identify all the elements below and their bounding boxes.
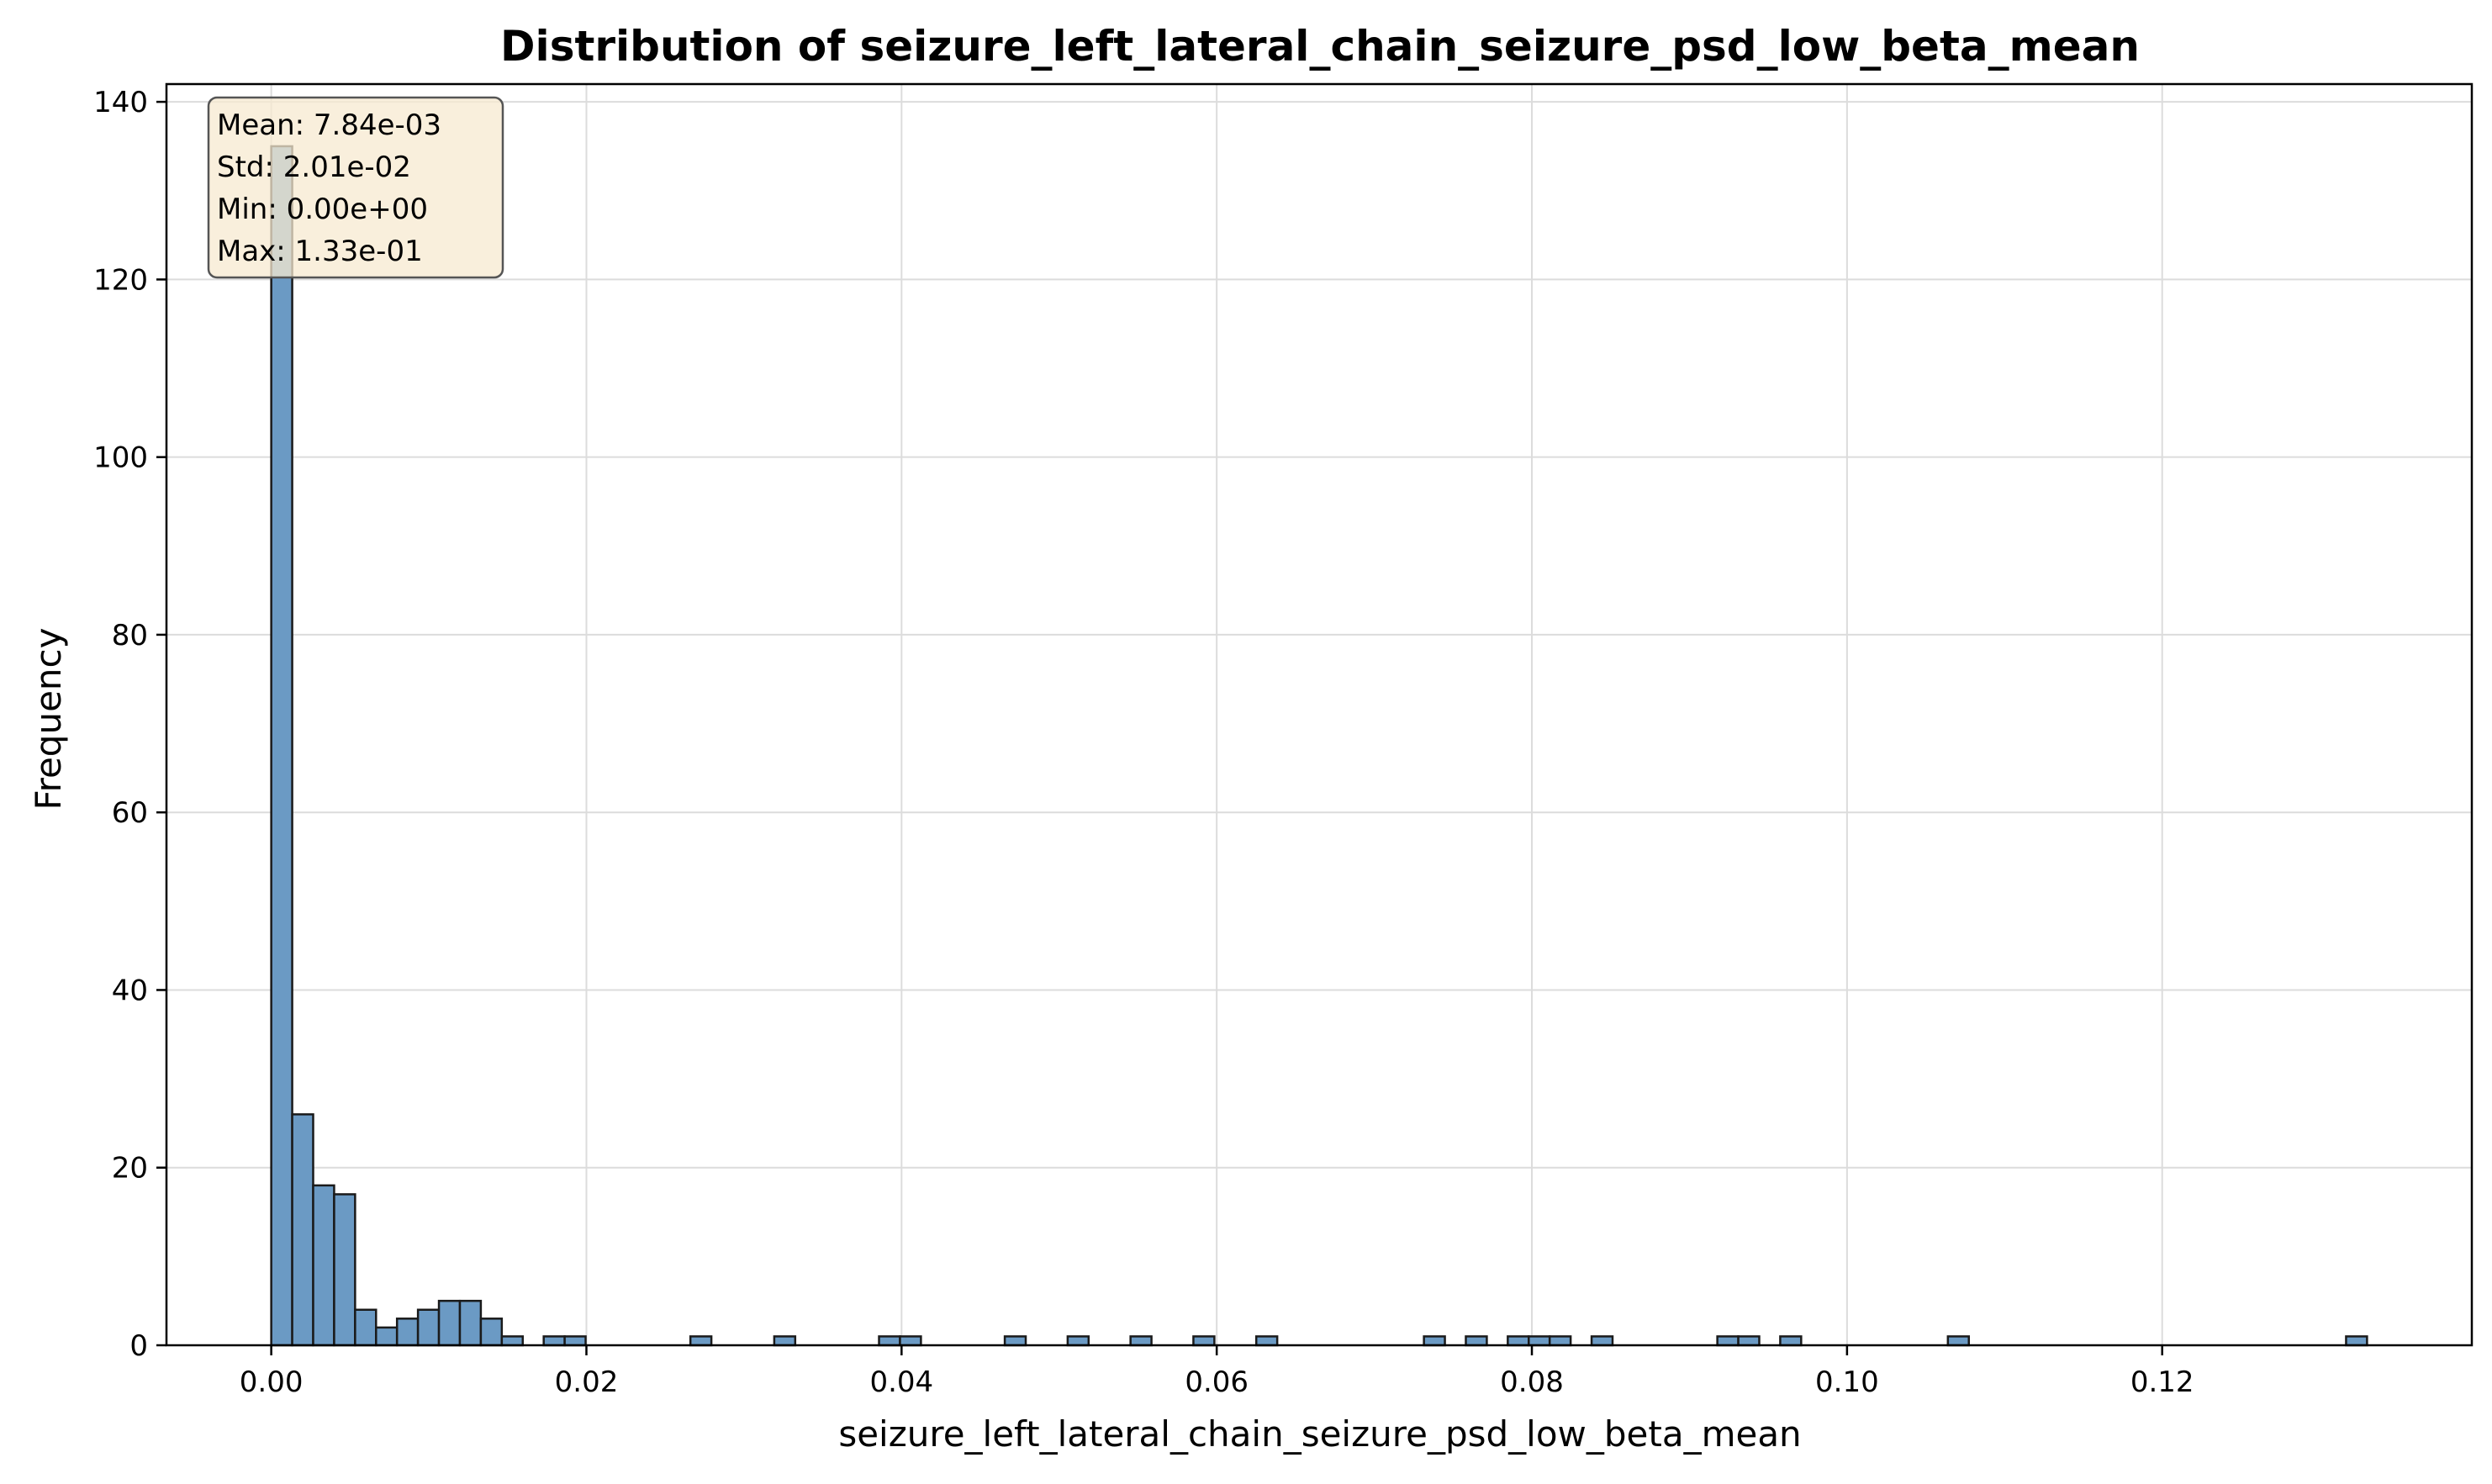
stats-line: Min: 0.00e+00 (217, 193, 428, 226)
y-tick-label: 40 (112, 974, 148, 1007)
histogram-bar (899, 1335, 922, 1347)
histogram-bar (1590, 1335, 1614, 1347)
histogram-bars (270, 145, 2368, 1347)
x-tick-label: 0.12 (2130, 1365, 2194, 1399)
histogram-bar (333, 1193, 356, 1347)
histogram-bar (878, 1335, 901, 1347)
x-axis-label: seizure_left_lateral_chain_seizure_psd_l… (838, 1413, 1801, 1455)
histogram-bar (1192, 1335, 1216, 1347)
histogram-bar (563, 1335, 587, 1347)
histogram-bar (2345, 1335, 2368, 1347)
y-tick-label: 60 (112, 796, 148, 830)
histogram-bar (1737, 1335, 1761, 1347)
x-tick-label: 0.00 (240, 1365, 304, 1399)
x-tick-label: 0.04 (869, 1365, 933, 1399)
histogram-bar (1528, 1335, 1551, 1347)
stats-box: Mean: 7.84e-03 Std: 2.01e-02 Min: 0.00e+00… (207, 96, 504, 279)
histogram-bar (689, 1335, 713, 1347)
y-tick-label: 120 (93, 263, 148, 297)
chart-title: Distribution of seizure_left_lateral_cha… (500, 22, 2140, 71)
histogram-bar (395, 1318, 420, 1347)
histogram-bar (375, 1326, 399, 1347)
histogram-bar (270, 145, 293, 1347)
x-tick-label: 0.02 (555, 1365, 619, 1399)
y-axis: 0 20 40 60 80 100 120 140 (93, 86, 166, 1363)
y-tick-label: 20 (112, 1152, 148, 1186)
y-tick-label: 80 (112, 619, 148, 652)
histogram-bar (437, 1299, 462, 1347)
histogram-bar (1066, 1335, 1090, 1347)
histogram-bar (312, 1184, 335, 1347)
y-axis-label: Frequency (28, 628, 69, 811)
stats-line: Max: 1.33e-01 (217, 235, 423, 268)
histogram-bar (1465, 1335, 1488, 1347)
histogram-bar (1254, 1335, 1279, 1347)
histogram-bar (458, 1299, 483, 1347)
x-axis: 0.00 0.02 0.04 0.06 0.08 0.10 0.12 (240, 1345, 2194, 1399)
x-tick-label: 0.08 (1500, 1365, 1564, 1399)
histogram-bar (354, 1308, 377, 1347)
y-tick-label: 100 (93, 441, 148, 475)
histogram-bar (1946, 1335, 1970, 1347)
stats-line: Mean: 7.84e-03 (217, 108, 441, 142)
histogram-bar (1507, 1335, 1530, 1347)
histogram-bar (1716, 1335, 1740, 1347)
histogram-bar (416, 1308, 441, 1347)
x-tick-label: 0.10 (1815, 1365, 1879, 1399)
histogram-bar (1779, 1335, 1803, 1347)
histogram-bar (1129, 1335, 1153, 1347)
grid-lines (166, 84, 2472, 1346)
histogram-bar (1548, 1335, 1572, 1347)
y-tick-label: 140 (93, 86, 148, 119)
histogram-bar (1003, 1335, 1027, 1347)
stats-line: Std: 2.01e-02 (217, 151, 411, 184)
histogram-bar (500, 1335, 525, 1347)
histogram-bar (1423, 1335, 1446, 1347)
histogram-bar (479, 1318, 504, 1347)
stats-box-background (207, 96, 504, 279)
histogram-bar (542, 1335, 566, 1347)
plot-area-frame (165, 82, 2474, 1347)
x-tick-label: 0.06 (1185, 1365, 1249, 1399)
histogram-bar (291, 1113, 314, 1347)
y-tick-label: 0 (129, 1329, 148, 1363)
histogram-bar (773, 1335, 797, 1347)
